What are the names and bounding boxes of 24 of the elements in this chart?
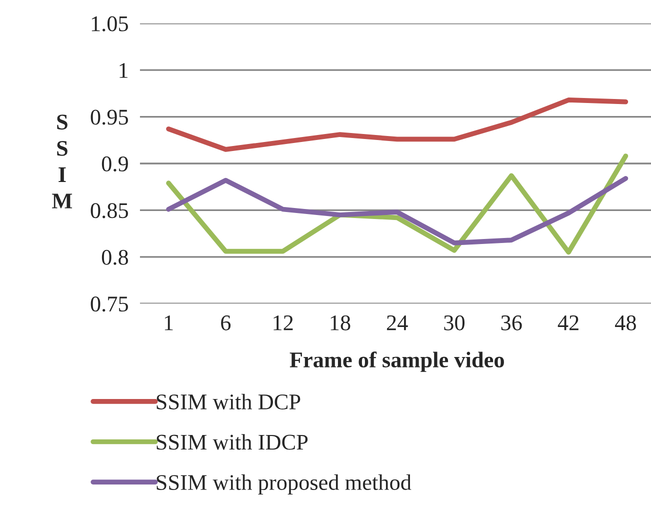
y-tick-label: 1.05: [92, 16, 128, 32]
x-tick-label: 48: [615, 315, 636, 330]
y-tick-label: 0.85: [90, 203, 128, 218]
line-series: [166, 98, 628, 152]
legend-label: SSIM with DCP: [156, 394, 300, 410]
y-tick-label: 0.8: [102, 250, 128, 265]
x-tick-label: 1: [164, 315, 173, 330]
x-tick-label: 18: [330, 315, 350, 330]
x-axis-title: Frame of sample video: [290, 352, 504, 372]
y-axis-title: SSIM: [52, 114, 72, 208]
legend-label: SSIM with IDCP: [156, 434, 308, 450]
legend-label: SSIM with proposed method: [156, 474, 412, 495]
y-tick-label: 0.9: [102, 156, 128, 172]
y-tick-label: 1: [120, 63, 128, 78]
x-tick-label: 12: [274, 315, 293, 330]
line-series: [166, 176, 628, 246]
y-tick-label: 0.95: [90, 110, 128, 125]
x-tick-label: 36: [501, 315, 522, 330]
x-tick-label: 42: [558, 315, 578, 330]
y-tick-label: 0.75: [90, 296, 128, 312]
x-tick-label: 30: [444, 315, 465, 330]
line-series: [166, 154, 628, 255]
x-tick-label: 6: [221, 315, 231, 330]
x-tick-label: 24: [386, 315, 408, 330]
